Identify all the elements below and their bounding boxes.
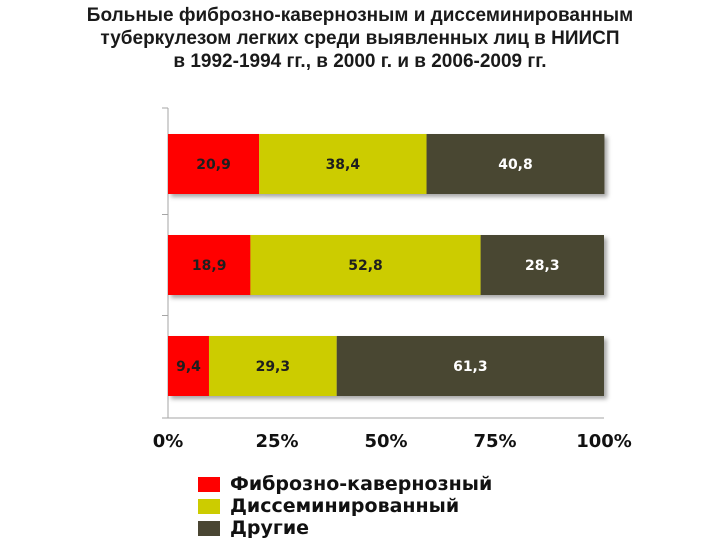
chart-title: Больные фиброзно-кавернозным и диссемини… [0,4,720,73]
legend-item-other: Другие [198,517,638,539]
x-tick-label: 25% [255,431,298,452]
title-line-1: Больные фиброзно-кавернозным и диссемини… [86,5,634,26]
bar-segment [208,336,337,396]
bar-segment [426,134,605,194]
bar-segment [168,134,260,194]
value-labels: 20,9 38,4 40,8 18,9 52,8 28,3 9,4 29,3 61,3 [176,157,559,375]
legend-swatch [198,498,220,514]
bars [168,134,605,396]
x-tick-label: 75% [473,431,516,452]
legend-swatch [198,520,220,536]
bar-value-label: 9,4 [176,359,201,375]
bar-row-1992-1994 [168,134,605,194]
legend: Фиброзно-кавернозный Диссеминированный Д… [198,473,638,539]
x-tick-label: 50% [364,431,407,452]
bar-value-label: 18,9 [192,258,227,274]
bar-segment [250,235,481,295]
stacked-bar-chart: 20,9 38,4 40,8 18,9 52,8 28,3 9,4 29,3 61,3 0% 25… [153,107,632,452]
bar-row-2006-2009 [168,336,604,396]
bar-segment [168,336,209,396]
x-tick-labels: 0% 25% 50% 75% 100% [153,431,632,452]
bar-value-label: 52,8 [348,258,383,274]
bar-value-label: 29,3 [256,359,291,375]
bar-value-label: 38,4 [326,157,361,173]
x-tick-label: 0% [153,431,184,452]
bar-segment [336,336,604,396]
legend-item-disseminated: Диссеминированный [198,495,638,517]
x-tick-label: 100% [576,431,632,452]
bar-segment [480,235,604,295]
bar-value-label: 40,8 [498,157,533,173]
bar-row-2000 [168,235,604,295]
legend-label: Другие [230,517,310,539]
bar-segment [259,134,427,194]
legend-item-fibrocavernous: Фиброзно-кавернозный [198,473,638,495]
bar-segment [168,235,251,295]
bar-value-label: 28,3 [525,258,560,274]
legend-swatch [198,476,220,492]
legend-label: Диссеминированный [230,495,460,517]
title-line-2: туберкулезом легких среди выявленных лиц… [100,28,620,49]
title-line-3: в 1992-1994 гг., в 2000 г. и в 2006-2009… [173,51,547,72]
bar-value-label: 20,9 [196,157,231,173]
legend-label: Фиброзно-кавернозный [230,473,493,495]
bar-value-label: 61,3 [453,359,488,375]
